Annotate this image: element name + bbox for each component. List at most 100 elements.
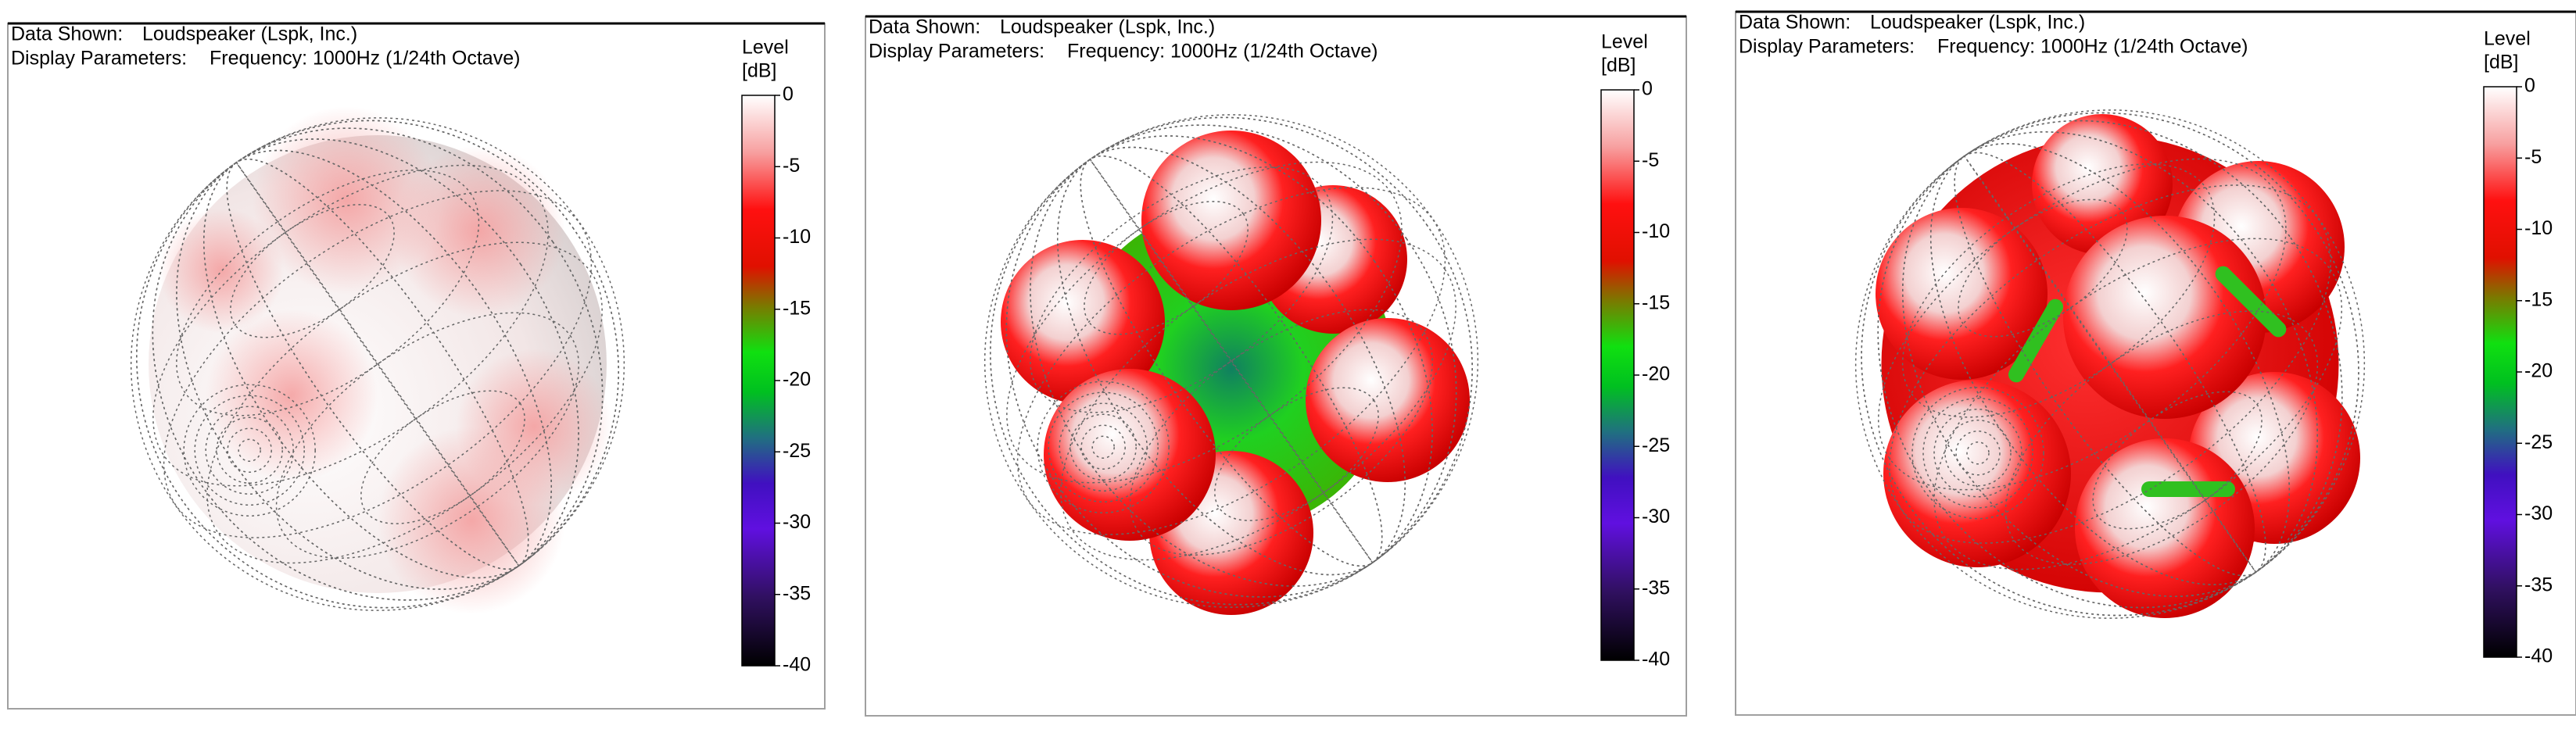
colorbar-tick-label: -40 — [1642, 649, 1670, 670]
colorbar-tick-label: 0 — [783, 84, 794, 105]
balloon-patch — [393, 145, 565, 317]
colorbar-tick-label: -15 — [2524, 288, 2553, 310]
data-shown-label: Data Shown: — [1739, 12, 1850, 34]
parallel — [152, 164, 549, 487]
pole-ring — [183, 384, 316, 517]
colorbar-tick-label: -25 — [783, 440, 811, 462]
balloon-patch — [159, 208, 284, 333]
panel: Data Shown: Loudspeaker (Lspk, Inc.)Displ… — [1735, 10, 2576, 716]
display-parameters: Frequency: 1000Hz (1/24th Octave) — [1937, 36, 2248, 58]
data-shown: Loudspeaker (Lspk, Inc.) — [1000, 16, 1215, 38]
parallel — [1129, 309, 1433, 556]
colorbar-tick-label: -15 — [1642, 291, 1670, 313]
colorbar-unit: [dB] — [742, 60, 776, 82]
data-shown: Loudspeaker (Lspk, Inc.) — [142, 23, 357, 45]
colorbar-tick-label: -35 — [783, 582, 811, 604]
meridian — [136, 120, 619, 609]
parallel — [1060, 238, 1456, 561]
balloon-lobe — [1306, 318, 1470, 482]
meridian — [1056, 146, 1406, 576]
colorbar-title: Level — [742, 37, 789, 59]
display-parameters-label: Display Parameters: — [11, 48, 187, 70]
balloon-lobe — [2075, 438, 2255, 618]
colorbar-tick-label: -10 — [783, 226, 811, 248]
colorbar-tick-label: -30 — [1642, 506, 1670, 527]
pole-ring — [1966, 441, 1990, 465]
colorbar-tick-label: -10 — [1642, 220, 1670, 242]
display-parameters: Frequency: 1000Hz (1/24th Octave) — [1067, 41, 1378, 63]
pole-ring — [1037, 381, 1170, 513]
pole-ring — [1091, 435, 1115, 459]
colorbar-unit: [dB] — [2484, 52, 2518, 73]
meridian — [152, 127, 604, 601]
data-shown-label: Data Shown: — [11, 23, 123, 45]
balloon-null — [2008, 299, 2063, 383]
balloon-lobe — [1141, 130, 1321, 310]
balloon-lobe — [1001, 240, 1165, 404]
meridian — [990, 116, 1473, 606]
balloon-patch — [206, 309, 378, 481]
pole-ring — [1955, 431, 2001, 476]
display-parameters: Frequency: 1000Hz (1/24th Octave) — [210, 48, 520, 70]
pole-ring — [1059, 402, 1148, 492]
balloon-patch — [253, 106, 440, 294]
pole-ring — [194, 395, 305, 506]
parallel — [230, 204, 395, 338]
colorbar-tick-label: -15 — [783, 297, 811, 319]
colorbar-tick-label: -35 — [2524, 574, 2553, 595]
colorbar-tick-label: -30 — [2524, 502, 2553, 524]
colorbar-tick-label: -25 — [2524, 431, 2553, 453]
meridian — [1005, 124, 1457, 598]
colorbar-title: Level — [1601, 31, 1648, 53]
parallel — [275, 312, 579, 559]
balloon-lobe — [1044, 369, 1216, 541]
pole-ring — [1080, 424, 1126, 470]
balloon-null — [2215, 266, 2287, 338]
colorbar-tick-label: -35 — [1642, 577, 1670, 599]
colorbar-unit: [dB] — [1601, 55, 1636, 77]
data-shown-label: Data Shown: — [869, 16, 980, 38]
colorbar-tick-label: -20 — [2524, 360, 2553, 382]
colorbar — [2483, 86, 2517, 658]
balloon-lobe — [1883, 380, 2071, 567]
balloon-plot — [1854, 109, 2366, 619]
panel: Data Shown: Loudspeaker (Lspk, Inc.)Displ… — [865, 15, 1687, 717]
colorbar-tick-label: -20 — [1642, 363, 1670, 385]
colorbar-tick-label: -40 — [2524, 645, 2553, 667]
balloon-plot — [130, 106, 625, 614]
pole-ring — [238, 438, 261, 462]
colorbar-tick-label: -20 — [783, 369, 811, 391]
meridian — [202, 149, 553, 579]
pole-ring — [1933, 409, 2022, 498]
colorbar-tick-label: -40 — [783, 654, 811, 676]
parallel — [1084, 201, 1249, 335]
pole-ring — [1944, 420, 2012, 487]
colorbar-tick-label: -5 — [783, 155, 800, 177]
balloon-null — [2141, 481, 2235, 497]
parallel — [1958, 198, 2128, 338]
parallel — [1214, 387, 1379, 521]
parallel — [163, 190, 593, 538]
colorbar-tick-label: 0 — [2524, 75, 2535, 97]
pole-ring — [1922, 398, 2033, 509]
parallel — [1006, 161, 1403, 484]
balloon-lobe — [2063, 216, 2266, 419]
colorbar-tick-label: -30 — [783, 511, 811, 533]
colorbar-tick-label: -10 — [2524, 217, 2553, 239]
parallel — [2092, 391, 2263, 530]
balloon-lobe — [1876, 208, 2048, 380]
pole-ring — [205, 406, 294, 495]
colorbar-tick-label: -5 — [1642, 149, 1659, 171]
colorbar — [1600, 89, 1635, 661]
parallel — [206, 241, 603, 564]
colorbar — [741, 95, 776, 667]
balloon-patch — [378, 427, 565, 614]
pole-ring — [1911, 387, 2044, 520]
panel: Data Shown: Loudspeaker (Lspk, Inc.) Displ… — [7, 22, 826, 710]
colorbar-tick-label: -5 — [2524, 146, 2542, 168]
parallel — [360, 390, 525, 524]
pole-ring — [227, 427, 272, 473]
colorbar-tick-label: 0 — [1642, 78, 1653, 100]
